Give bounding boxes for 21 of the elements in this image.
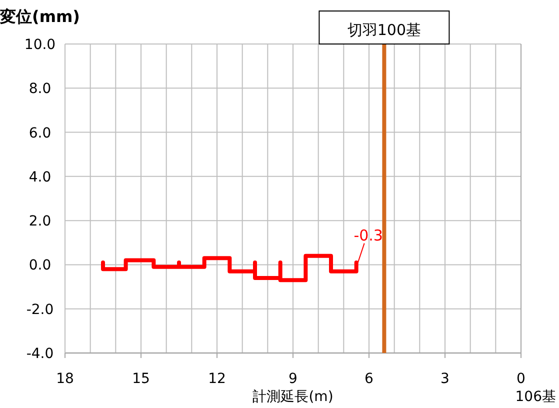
x-tick-label: 12 (208, 371, 226, 387)
y-tick-label: 8.0 (28, 81, 52, 98)
x-tick-label: 15 (132, 371, 150, 387)
annotation: 106基 (515, 389, 556, 405)
y-tick-label: -4.0 (26, 346, 54, 362)
y-tick-label: 4.0 (28, 169, 52, 186)
x-tick-label: 3 (440, 371, 450, 387)
annotation: -0.3 (354, 226, 383, 244)
x-tick-label: 9 (288, 371, 298, 387)
x-tick-label: 18 (56, 371, 74, 387)
ref-line-label: 切羽100基 (347, 21, 422, 39)
x-axis-title: 計測延長(m) (252, 389, 334, 405)
x-tick-label: 6 (364, 371, 374, 387)
y-tick-label: -2.0 (26, 302, 54, 318)
y-tick-label: 10.0 (24, 37, 56, 53)
y-tick-label: 2.0 (28, 214, 52, 230)
x-tick-label: 0 (516, 371, 526, 387)
y-tick-label: 0.0 (28, 258, 52, 274)
annotation: -0.3 (354, 226, 383, 268)
y-tick-label: 6.0 (28, 125, 52, 142)
y-axis-title: 変位(mm) (0, 7, 80, 26)
